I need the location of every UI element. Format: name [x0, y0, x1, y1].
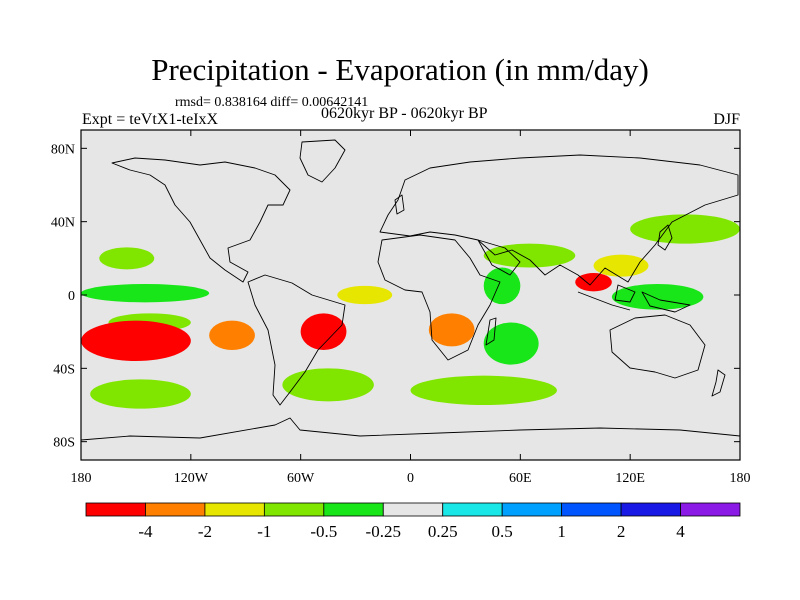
lon-tick-label: 0	[407, 471, 414, 486]
colorbar-swatch	[204, 502, 265, 517]
lon-tick-label: 60W	[287, 471, 315, 486]
field-region	[209, 320, 255, 351]
lon-tick-label: 120W	[174, 471, 209, 486]
field-region	[483, 267, 521, 305]
experiment-label: Expt = teVtX1-teIxX	[82, 111, 219, 128]
colorbar-swatch	[382, 502, 444, 517]
lat-tick-label: 80S	[53, 436, 75, 451]
field-region	[483, 322, 539, 365]
field-region	[90, 379, 191, 409]
lon-tick-label: 60E	[509, 471, 532, 486]
period-label: 0620kyr BP - 0620kyr BP	[321, 105, 488, 122]
season-label: DJF	[713, 111, 740, 128]
coastline-south-america	[247, 274, 346, 406]
field-region	[81, 320, 191, 362]
colorbar-swatch	[620, 502, 681, 517]
colorbar-swatch	[680, 502, 741, 517]
lat-tick-label: 80N	[51, 142, 75, 157]
coastline-new-zealand	[711, 369, 726, 397]
axis-ticks: 180 120W 60W 0 60E 120E 180 80N 40N 0 40S 80S	[51, 130, 751, 486]
lon-tick-label: 120E	[615, 471, 645, 486]
field-region	[428, 313, 475, 347]
coastlines	[81, 139, 740, 441]
colorbar-swatch	[85, 502, 146, 517]
colorbar-swatch	[263, 502, 325, 517]
field-region	[99, 247, 155, 270]
colorbar-swatch	[442, 502, 503, 517]
field-region	[575, 273, 612, 292]
coastline-japan	[657, 224, 673, 251]
colorbar-swatch	[323, 502, 384, 517]
field-region	[300, 313, 347, 350]
colorbar-swatch	[145, 502, 206, 517]
colorbar-label: -0.5	[310, 522, 337, 541]
coastline-australia	[609, 314, 706, 379]
colorbar: -4 -2 -1 -0.5 -0.25 0.25 0.5 1 2 4	[85, 502, 741, 541]
coastline-antarctica	[81, 417, 740, 441]
lon-tick-label: 180	[71, 471, 92, 486]
coastline-north-america	[111, 157, 291, 283]
colorbar-label: -4	[138, 522, 153, 541]
lat-tick-label: 40S	[53, 362, 75, 377]
lon-tick-label: 180	[730, 471, 751, 486]
coastline-indonesia	[577, 284, 691, 313]
field-region	[282, 368, 374, 402]
page-title: Precipitation - Evaporation (in mm/day)	[151, 52, 649, 87]
field-region	[81, 284, 210, 303]
field-region	[337, 285, 393, 305]
field-region	[483, 243, 576, 268]
field-regions	[81, 214, 740, 409]
colorbar-label: 0.5	[492, 522, 513, 541]
coastline-eurasia	[379, 154, 739, 286]
colorbar-label: 4	[676, 522, 685, 541]
coastline-madagascar	[485, 317, 497, 346]
colorbar-label: -2	[198, 522, 212, 541]
coastline-africa	[377, 234, 501, 361]
colorbar-label: 2	[617, 522, 626, 541]
colorbar-label: -0.25	[366, 522, 401, 541]
coastline-uk	[394, 194, 405, 215]
colorbar-label: -1	[257, 522, 271, 541]
colorbar-swatch	[501, 502, 563, 517]
coastline-greenland	[299, 139, 346, 183]
field-region	[630, 214, 740, 244]
field-region	[593, 254, 649, 277]
colorbar-label: 1	[557, 522, 566, 541]
colorbar-label: 0.25	[428, 522, 458, 541]
lat-tick-label: 0	[68, 289, 75, 304]
field-region	[410, 375, 557, 406]
lat-tick-label: 40N	[51, 216, 75, 231]
coastline-arabia	[477, 239, 521, 276]
stats-text: rmsd= 0.838164 diff= 0.00642141	[175, 95, 369, 110]
colorbar-swatch	[561, 502, 622, 517]
